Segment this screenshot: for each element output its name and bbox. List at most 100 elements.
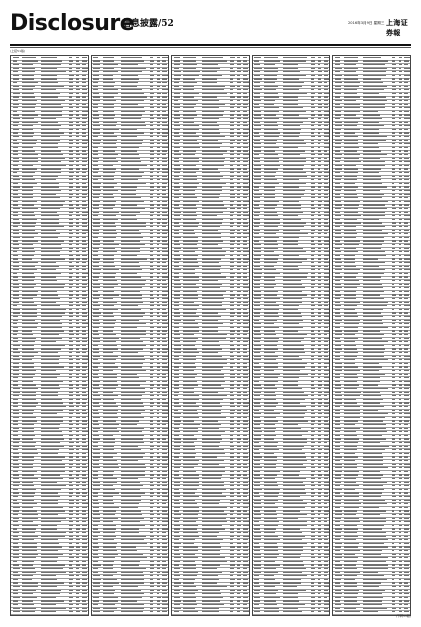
table-cell: [149, 434, 153, 437]
table-cell: [93, 373, 99, 375]
table-cell: [81, 488, 86, 491]
table-cell: [183, 128, 199, 131]
table-cell: [323, 452, 329, 455]
table-cell: [183, 215, 198, 217]
table-cell: [318, 233, 321, 235]
table-row: [11, 160, 88, 165]
table-cell: [242, 143, 248, 145]
table-cell: [40, 240, 65, 242]
table-cell: [237, 369, 241, 372]
table-cell: [254, 539, 262, 541]
table-cell: [263, 351, 276, 354]
table-cell: [102, 517, 118, 519]
table-cell: [173, 297, 181, 300]
table-cell: [162, 470, 168, 473]
table-cell: [162, 269, 167, 271]
table-cell: [242, 218, 248, 221]
table-cell: [230, 229, 235, 231]
table-cell: [363, 308, 384, 311]
table-cell: [102, 179, 115, 181]
table-cell: [81, 330, 86, 332]
table-cell: [22, 449, 37, 451]
table-cell: [391, 373, 396, 375]
table-cell: [102, 474, 114, 476]
table-cell: [344, 222, 361, 224]
table-cell: [102, 531, 116, 534]
table-cell: [183, 103, 196, 105]
table-cell: [69, 229, 73, 231]
table-cell: [173, 315, 181, 318]
table-cell: [242, 560, 249, 563]
table-cell: [40, 355, 60, 357]
table-cell: [12, 240, 19, 242]
table-cell: [149, 207, 154, 210]
table-cell: [162, 56, 168, 59]
table-cell: [40, 373, 60, 375]
table-cell: [102, 589, 115, 591]
table-cell: [156, 175, 160, 177]
table-cell: [173, 355, 179, 357]
table-cell: [121, 78, 140, 80]
table-cell: [76, 211, 80, 213]
table-cell: [183, 333, 195, 336]
table-cell: [323, 200, 330, 203]
table-cell: [237, 488, 241, 491]
table-cell: [310, 492, 316, 494]
table-cell: [398, 153, 403, 156]
table-cell: [398, 128, 402, 131]
table-cell: [22, 215, 35, 217]
table-cell: [81, 189, 87, 192]
table-cell: [254, 531, 261, 534]
table-cell: [162, 236, 167, 239]
table-cell: [93, 337, 101, 339]
table-cell: [237, 229, 241, 231]
table-cell: [263, 89, 277, 91]
table-cell: [391, 161, 396, 163]
table-cell: [237, 89, 241, 91]
table-cell: [310, 182, 315, 185]
table-cell: [12, 67, 19, 69]
table-cell: [237, 431, 240, 433]
table-cell: [40, 377, 58, 379]
table-cell: [40, 233, 61, 235]
table-cell: [323, 186, 330, 188]
table-cell: [344, 81, 360, 84]
table-cell: [102, 175, 114, 177]
table-cell: [22, 276, 35, 278]
table-cell: [121, 456, 143, 458]
table-cell: [318, 67, 321, 69]
table-cell: [156, 413, 160, 415]
table-cell: [254, 452, 260, 455]
table-cell: [282, 427, 301, 429]
table-cell: [12, 603, 19, 606]
table-cell: [81, 222, 87, 224]
table-cell: [254, 110, 261, 113]
table-cell: [93, 297, 100, 300]
table-cell: [344, 272, 358, 275]
table-cell: [121, 521, 141, 523]
table-cell: [230, 542, 234, 545]
table-cell: [230, 333, 234, 336]
table-cell: [69, 355, 73, 357]
table-cell: [334, 81, 342, 84]
table-cell: [162, 247, 167, 249]
table-cell: [242, 276, 247, 278]
table-cell: [363, 326, 389, 329]
table-cell: [202, 445, 220, 447]
table-cell: [282, 139, 304, 141]
table-cell: [149, 171, 153, 174]
table-cell: [242, 542, 247, 545]
table-cell: [398, 150, 402, 152]
table-cell: [242, 463, 248, 465]
table-cell: [237, 567, 241, 570]
table-cell: [237, 74, 241, 77]
table-cell: [282, 171, 307, 174]
table-cell: [323, 413, 330, 415]
table-cell: [121, 251, 140, 253]
table-cell: [76, 60, 79, 62]
table-cell: [22, 56, 36, 59]
table-cell: [156, 85, 160, 87]
table-cell: [202, 132, 220, 134]
table-cell: [323, 485, 329, 487]
table-cell: [69, 114, 73, 116]
